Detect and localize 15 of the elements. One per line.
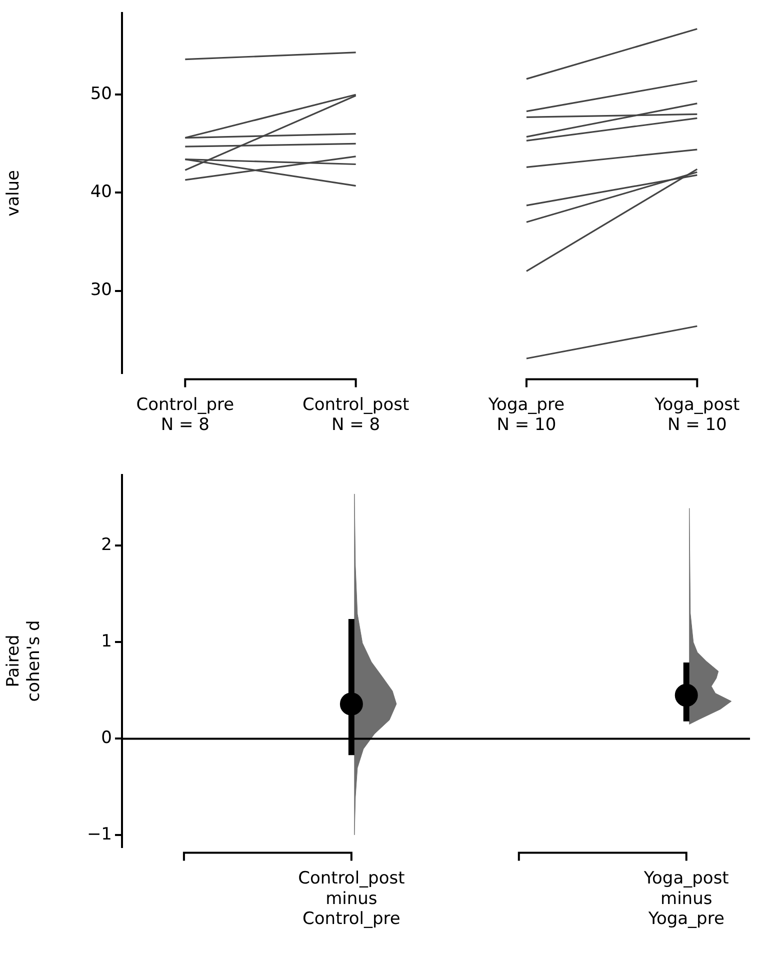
x-tick-label: Yoga_pre N = 10 bbox=[487, 394, 565, 436]
y-tick-label: 2 bbox=[101, 535, 112, 556]
x-tick-label: Control_post N = 8 bbox=[302, 394, 410, 436]
y-axis-title: value bbox=[4, 170, 24, 216]
y-tick-label: −1 bbox=[86, 824, 112, 845]
x-tick-label: Control_pre N = 8 bbox=[136, 394, 234, 436]
x-tick-label: Yoga_post N = 10 bbox=[654, 394, 740, 436]
y-tick-label: 0 bbox=[101, 728, 112, 748]
x-tick-label: Yoga_post minus Yoga_pre bbox=[642, 868, 730, 930]
x-tick-label: Control_post minus Control_pre bbox=[298, 868, 406, 930]
y-tick-label: 1 bbox=[101, 632, 112, 652]
y-tick-label: 30 bbox=[90, 280, 112, 300]
y-axis-title: Paired cohen's d bbox=[4, 620, 44, 702]
y-tick-label: 50 bbox=[90, 84, 112, 104]
y-tick-label: 40 bbox=[90, 182, 112, 202]
